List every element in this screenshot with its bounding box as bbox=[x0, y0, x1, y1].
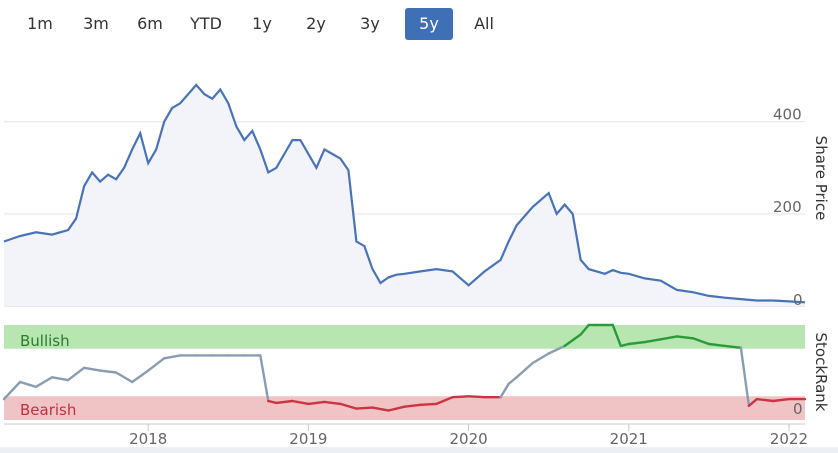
stockrank-segment bbox=[619, 342, 630, 348]
stockrank-segment bbox=[499, 382, 510, 399]
stockrank-segment bbox=[531, 352, 550, 365]
range-selector: 1m 3m 6m YTD 1y 2y 3y 5y All bbox=[0, 4, 838, 44]
stockrank-segment bbox=[82, 366, 102, 372]
stockrank-segment bbox=[675, 335, 695, 340]
stockrank-segment bbox=[66, 366, 86, 382]
stockrank-segment bbox=[259, 354, 270, 403]
stockrank-segment bbox=[387, 405, 406, 412]
stockrank-segment bbox=[611, 323, 622, 348]
stockrank-segment bbox=[771, 397, 791, 403]
bearish-band bbox=[4, 396, 805, 420]
stockrank-segment bbox=[2, 380, 22, 401]
stockrank-segment bbox=[563, 333, 582, 348]
stockrank-segment bbox=[691, 337, 711, 346]
x-tick-label-2022: 2022 bbox=[770, 430, 808, 448]
price-tick-label-200: 200 bbox=[773, 198, 802, 216]
stockrank-segment bbox=[50, 376, 70, 382]
range-button-1m[interactable]: 1m bbox=[27, 14, 53, 33]
stockrank-segment bbox=[707, 342, 727, 348]
stockrank-segment bbox=[130, 369, 150, 384]
price-area-fill bbox=[4, 84, 805, 307]
range-button-6m[interactable]: 6m bbox=[137, 14, 163, 33]
stockrank-segment bbox=[98, 369, 118, 374]
x-tick-label-2021: 2021 bbox=[610, 430, 648, 448]
stockrank-segment bbox=[627, 340, 646, 346]
stockrank-last-value-label: 0 bbox=[793, 400, 803, 418]
stockrank-segment bbox=[419, 402, 438, 406]
range-button-5y[interactable]: 5y bbox=[405, 8, 453, 40]
stockrank-segment bbox=[307, 400, 326, 406]
stockrank-series bbox=[2, 323, 807, 412]
stockrank-segment bbox=[435, 396, 454, 406]
price-axis-title: Share Price bbox=[812, 136, 830, 221]
x-tick-label-2018: 2018 bbox=[129, 430, 167, 448]
stockrank-segment bbox=[659, 335, 678, 341]
range-button-3y[interactable]: 3y bbox=[360, 14, 380, 33]
stockrank-segment bbox=[547, 344, 566, 355]
stockrank-segment bbox=[18, 380, 38, 388]
stockrank-segment bbox=[267, 399, 278, 405]
stockrank-segment bbox=[371, 406, 390, 412]
range-button-2y[interactable]: 2y bbox=[306, 14, 326, 33]
range-button-3m[interactable]: 3m bbox=[83, 14, 109, 33]
price-series-line bbox=[3, 83, 806, 304]
stockrank-segment bbox=[507, 376, 518, 386]
stockrank-segment bbox=[275, 399, 294, 405]
price-y-ticks: 200 400 bbox=[773, 106, 802, 216]
stockrank-segment bbox=[643, 338, 662, 344]
stockrank-segment bbox=[162, 354, 182, 360]
stockrank-segment bbox=[451, 395, 470, 399]
stockrank-segment bbox=[114, 371, 134, 384]
navigator-strip[interactable] bbox=[0, 447, 838, 453]
stockrank-segment bbox=[515, 361, 534, 379]
x-tick-label-2019: 2019 bbox=[289, 430, 327, 448]
x-tick-label-2020: 2020 bbox=[449, 430, 487, 448]
stockrank-segment bbox=[34, 376, 54, 388]
bearish-band-label: Bearish bbox=[20, 401, 76, 419]
stockrank-segment bbox=[323, 400, 342, 406]
stockrank-segment bbox=[291, 399, 310, 406]
stockrank-segment bbox=[723, 344, 743, 349]
stockrank-segment bbox=[355, 406, 374, 410]
stockrank-segment bbox=[747, 397, 759, 407]
stockrank-axis-title: StockRank bbox=[812, 333, 830, 412]
stockrank-segment bbox=[579, 323, 590, 336]
stockrank-segment bbox=[146, 357, 166, 372]
stockrank-segment bbox=[339, 402, 358, 410]
price-last-value-label: 0 bbox=[793, 291, 803, 309]
stockrank-segment bbox=[403, 403, 422, 408]
bullish-band bbox=[4, 325, 805, 349]
range-button-all[interactable]: All bbox=[474, 14, 494, 33]
bullish-band-label: Bullish bbox=[20, 332, 70, 350]
stockrank-segment bbox=[739, 346, 751, 407]
price-tick-label-400: 400 bbox=[773, 106, 802, 124]
stockrank-segment bbox=[755, 397, 775, 403]
range-button-1y[interactable]: 1y bbox=[252, 14, 272, 33]
x-axis: 2018 2019 2020 2021 2022 bbox=[4, 423, 808, 448]
stockrank-segment bbox=[467, 395, 486, 399]
range-button-ytd[interactable]: YTD bbox=[190, 14, 222, 33]
